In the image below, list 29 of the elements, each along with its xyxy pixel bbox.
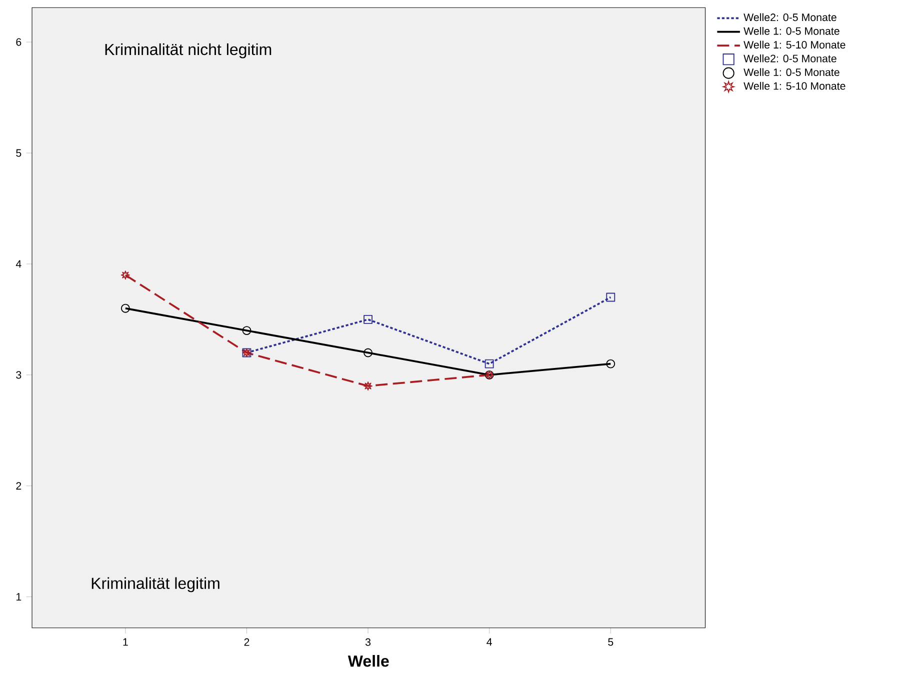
point	[120, 270, 130, 280]
y-tick-label: 5	[16, 149, 22, 157]
point	[364, 382, 372, 391]
annotation: Kriminalität legitim	[92, 577, 220, 592]
legend-label: Welle2: 0-5 Monate	[744, 54, 836, 62]
y-tick-label: 3	[16, 371, 22, 379]
x-tick-label: 4	[486, 638, 492, 646]
y-tick-label: 4	[16, 260, 22, 268]
y-tick-label: 1	[16, 593, 22, 601]
point	[364, 348, 372, 358]
point	[606, 359, 616, 368]
text: Welle2: 0-5 Monate	[744, 13, 836, 22]
text: Welle 1: 0-5 Monate	[744, 27, 840, 35]
point	[484, 359, 494, 368]
x-axis-title: Welle	[348, 655, 389, 667]
point	[242, 326, 252, 336]
point	[364, 315, 372, 324]
point	[120, 304, 130, 313]
x-tick-label: 2	[244, 638, 250, 646]
text: Welle 1: 5-10 Monate	[744, 40, 846, 49]
y-tick-label: 6	[16, 38, 22, 46]
legend-label: Welle 1: 0-5 Monate	[744, 68, 840, 76]
annotation: Kriminalität nicht legitim	[105, 43, 272, 58]
x-tick-label: 3	[365, 638, 371, 646]
x-tick-label: 5	[608, 638, 614, 646]
x-tick-label: 1	[123, 638, 128, 646]
y-tick-label: 2	[16, 482, 22, 490]
legend-label: Welle 1: 5-10 Monate	[744, 82, 846, 90]
point	[606, 292, 616, 302]
